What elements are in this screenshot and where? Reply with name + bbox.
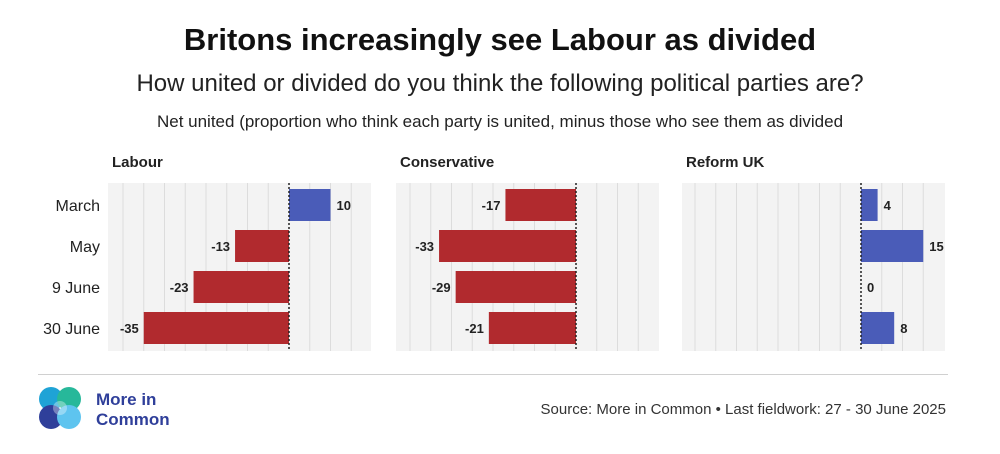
bar [861, 189, 878, 221]
data-label: -23 [170, 280, 189, 295]
panel-title: Labour [112, 154, 163, 171]
category-label: 30 June [43, 321, 100, 338]
data-label: -35 [120, 321, 139, 336]
source-note: Source: More in Common • Last fieldwork:… [540, 401, 946, 418]
chart-title: Britons increasingly see Labour as divid… [183, 22, 817, 57]
bar [861, 230, 924, 262]
data-label: -29 [432, 280, 451, 295]
bar [193, 271, 289, 303]
data-label: 4 [884, 198, 892, 213]
bar-charts: March May 9 June 30 June Labour 10 -13 -23 -35 Co… [43, 154, 945, 351]
bar [505, 189, 576, 221]
data-label: 8 [900, 321, 907, 336]
panel-title: Conservative [400, 154, 494, 171]
more-in-common-logo-icon [39, 387, 81, 429]
data-label: 15 [929, 239, 943, 254]
brand-name: More in Common [96, 390, 170, 430]
chart-note: Net united (proportion who think each pa… [156, 112, 844, 131]
data-label: 10 [337, 198, 351, 213]
data-label: -13 [211, 239, 230, 254]
bar [143, 312, 289, 344]
data-label: 0 [867, 280, 874, 295]
bar [289, 189, 331, 221]
bar [235, 230, 289, 262]
panel-title: Reform UK [686, 154, 765, 171]
panel-background [682, 183, 945, 351]
brand-line-2: Common [96, 410, 170, 429]
bar [455, 271, 576, 303]
category-label: May [70, 239, 100, 256]
data-label: -17 [482, 198, 501, 213]
data-label: -21 [465, 321, 484, 336]
chart-subtitle: How united or divided do you think the f… [136, 70, 864, 97]
bar [488, 312, 576, 344]
brand-line-1: More in [96, 390, 157, 409]
footer-divider [38, 374, 948, 375]
category-label: 9 June [52, 280, 100, 297]
bar [439, 230, 576, 262]
data-label: -33 [415, 239, 434, 254]
category-label: March [56, 198, 100, 215]
bar [861, 312, 895, 344]
